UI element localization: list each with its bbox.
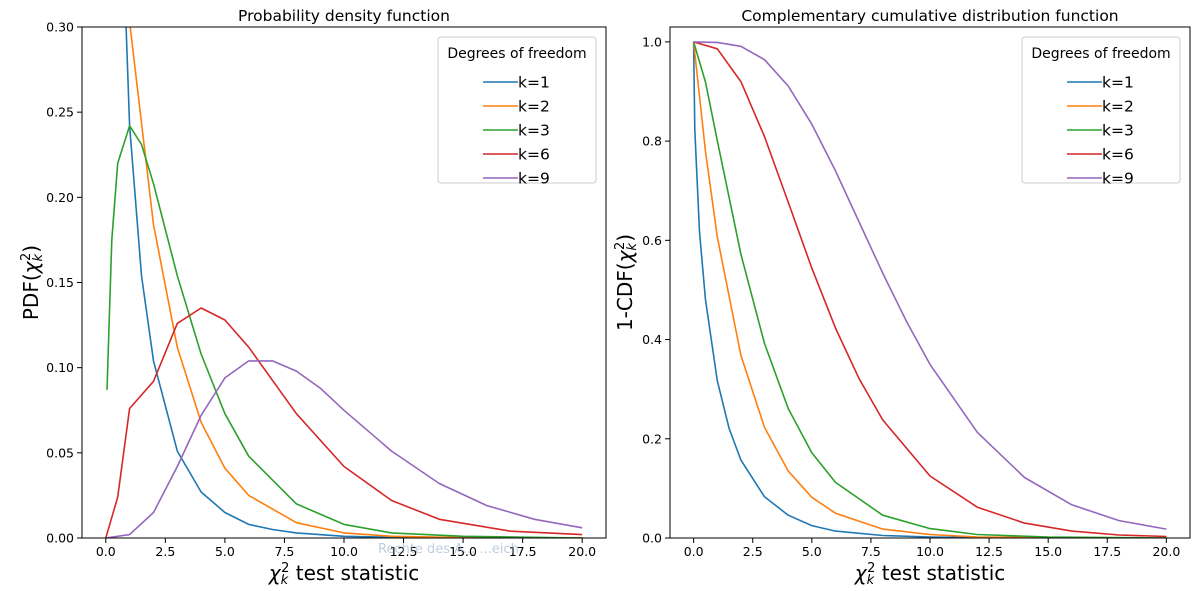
- y-tick-label: 0.0: [642, 531, 662, 546]
- legend-entry-k=6: k=6: [1102, 146, 1134, 164]
- y-tick-label: 0.05: [46, 445, 74, 460]
- series-line-k=6: [105, 307, 583, 538]
- y-tick-label: 0.8: [642, 134, 662, 149]
- y-tick-label: 0.25: [46, 105, 74, 120]
- legend-box: [1021, 36, 1181, 184]
- y-tick-label: 0.00: [46, 531, 74, 546]
- series-line-k=6: [693, 41, 1167, 538]
- x-tick-label: 5.0: [802, 544, 822, 559]
- ccdf-panel: Complementary cumulative distribution fu…: [613, 7, 1191, 588]
- y-axis-label: 1-CDF(χk2): [613, 234, 640, 331]
- series-line-k=1: [692, 41, 1167, 538]
- series-lines: [692, 41, 1167, 538]
- series-line-k=9: [693, 41, 1167, 530]
- series-line-k=2: [692, 41, 1167, 538]
- x-tick-label: 17.5: [509, 544, 537, 559]
- series-line-k=9: [105, 360, 583, 538]
- y-tick-label: 0.2: [642, 431, 662, 446]
- series-lines: [105, 27, 583, 538]
- series-line-k=3: [692, 41, 1167, 538]
- legend-entry-k=6: k=6: [518, 146, 550, 164]
- x-tick-label: 20.0: [568, 544, 596, 559]
- y-tick-label: 0.15: [46, 275, 74, 290]
- y-tick-label: 0.6: [642, 233, 662, 248]
- x-tick-label: 10.0: [330, 544, 358, 559]
- pdf-panel: Probability density function 0.0 2.5 5.0 7.5…: [19, 7, 607, 588]
- chart-title: Complementary cumulative distribution fu…: [741, 7, 1118, 25]
- y-tick-label: 0.10: [46, 360, 74, 375]
- x-tick-label: 20.0: [1152, 544, 1180, 559]
- x-tick-label: 15.0: [1034, 544, 1062, 559]
- y-tick-label: 0.4: [642, 332, 662, 347]
- x-tick-label: 2.5: [155, 544, 175, 559]
- y-tick-label: 0.30: [46, 20, 74, 35]
- x-tick-label: 10.0: [916, 544, 944, 559]
- legend-entry-k=9: k=9: [518, 170, 550, 188]
- legend-entry-k=9: k=9: [1102, 170, 1134, 188]
- x-tick-label: 2.5: [743, 544, 763, 559]
- legend-box: [437, 36, 597, 184]
- legend-entry-k=1: k=1: [1102, 74, 1134, 92]
- y-tick-label: 0.20: [46, 190, 74, 205]
- legend: Degrees of freedom k=1 k=2 k=3 k=6 k=9: [1021, 36, 1181, 188]
- chart-title: Probability density function: [238, 7, 450, 25]
- legend-title: Degrees of freedom: [447, 46, 586, 62]
- x-tick-label: 0.0: [96, 544, 116, 559]
- legend-entry-k=3: k=3: [518, 122, 550, 140]
- legend: Degrees of freedom k=1 k=2 k=3 k=6 k=9: [437, 36, 597, 188]
- x-tick-label: 5.0: [215, 544, 235, 559]
- x-tick-label: 12.5: [390, 544, 418, 559]
- legend-entry-k=2: k=2: [1102, 98, 1134, 116]
- x-tick-label: 15.0: [449, 544, 477, 559]
- legend-title: Degrees of freedom: [1031, 46, 1170, 62]
- x-tick-label: 0.0: [684, 544, 704, 559]
- y-tick-label: 1.0: [642, 34, 662, 49]
- x-tick-label: 17.5: [1093, 544, 1121, 559]
- legend-entry-k=3: k=3: [1102, 122, 1134, 140]
- y-axis-label: PDF(χk2): [19, 245, 46, 320]
- watermark-text: Rechte des A... ...eich: [378, 542, 519, 557]
- x-axis-label: χk2 test statistic: [854, 561, 1006, 588]
- legend-entry-k=1: k=1: [518, 74, 550, 92]
- series-line-k=2: [129, 27, 583, 538]
- series-line-k=1: [125, 27, 583, 538]
- x-tick-label: 7.5: [275, 544, 295, 559]
- series-line-k=3: [106, 125, 583, 538]
- x-tick-label: 7.5: [861, 544, 881, 559]
- x-axis-label: χk2 test statistic: [268, 561, 420, 588]
- x-tick-label: 12.5: [975, 544, 1003, 559]
- legend-entry-k=2: k=2: [518, 98, 550, 116]
